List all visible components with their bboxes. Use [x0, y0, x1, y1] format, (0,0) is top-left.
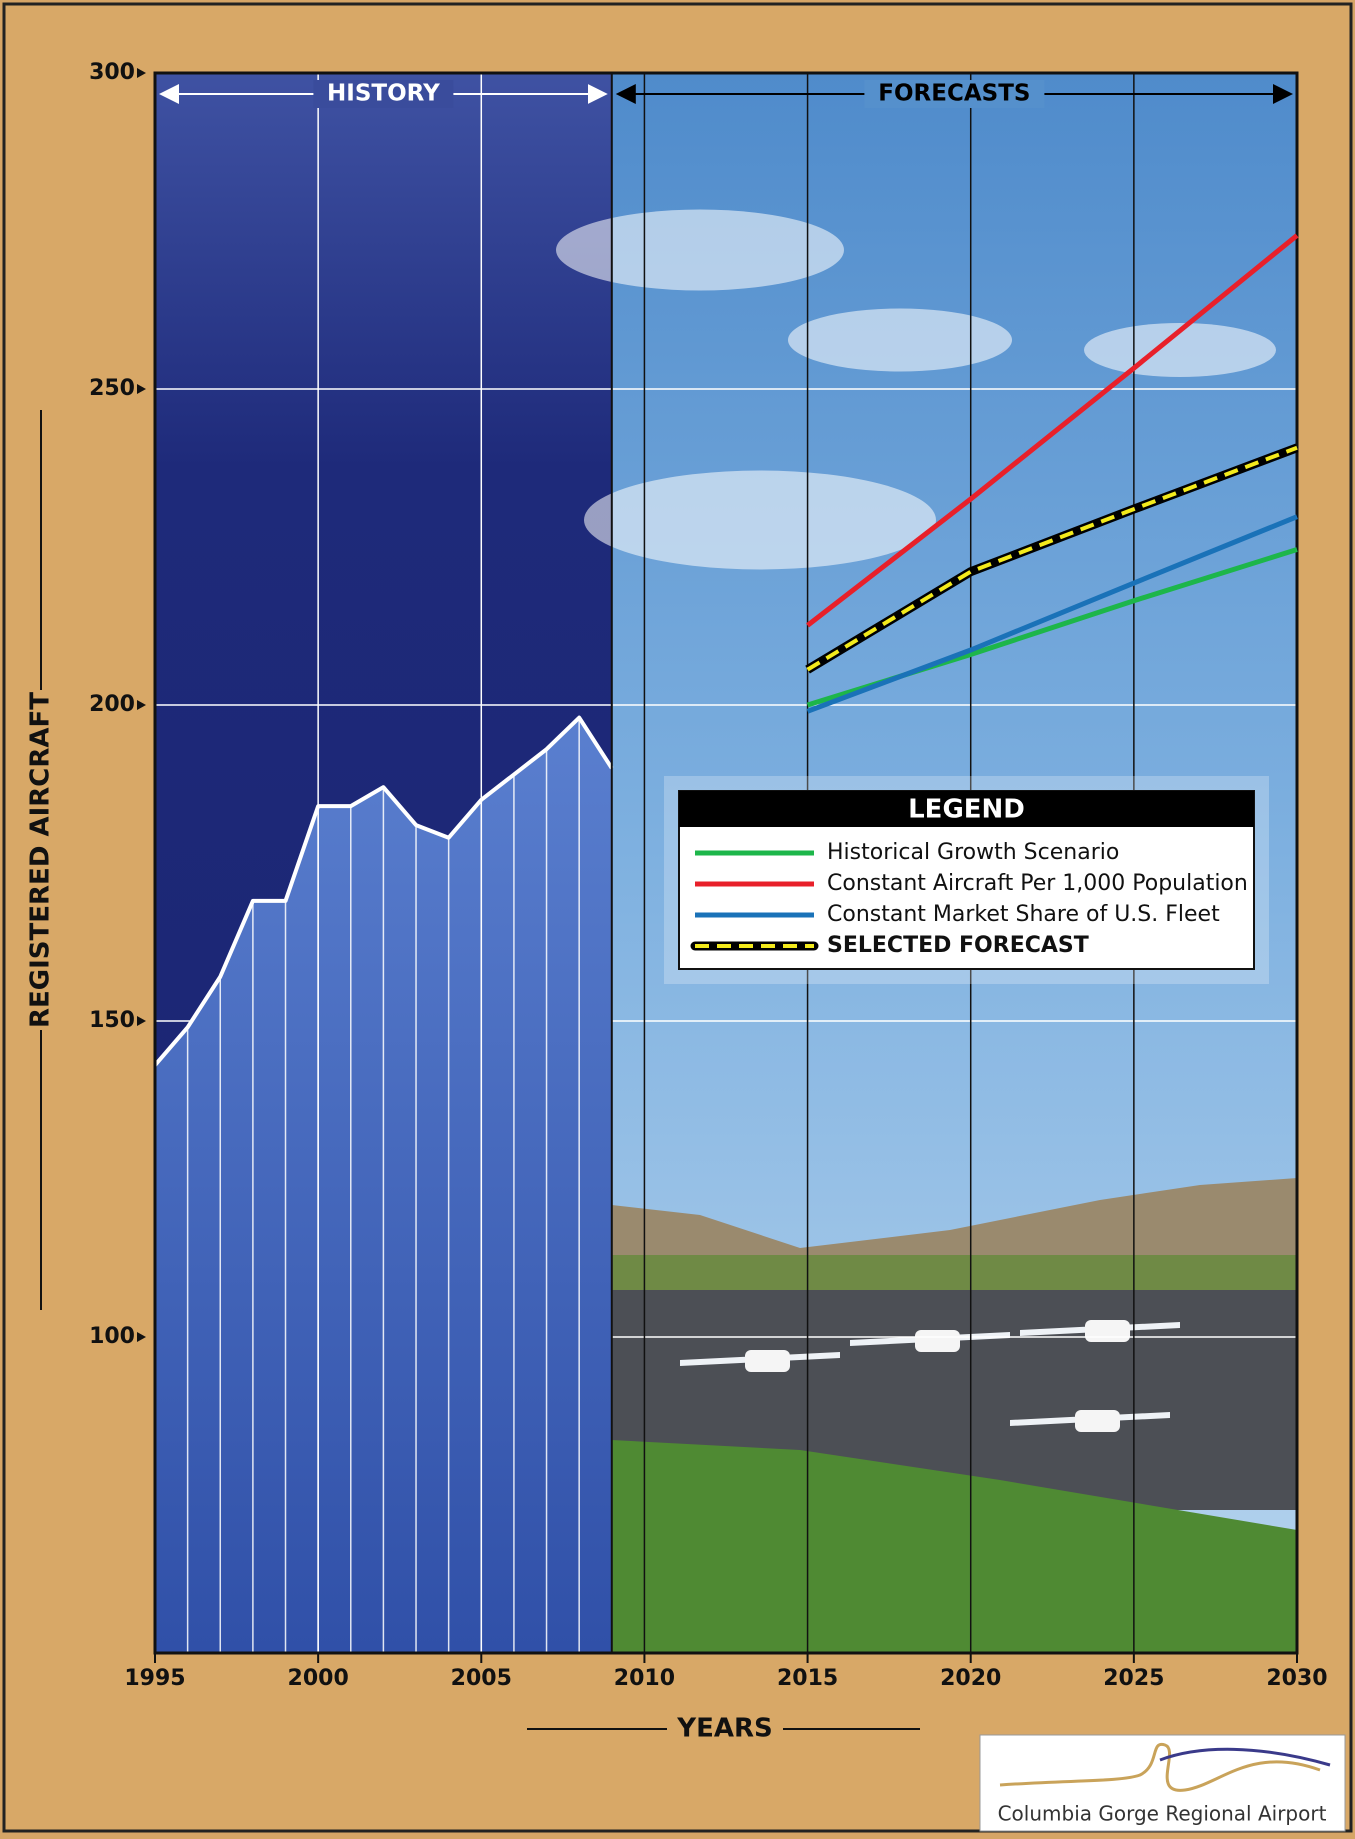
x-tick-label: 2010: [614, 1666, 675, 1691]
y-tick-arrow: [137, 700, 146, 710]
cloud: [1084, 323, 1276, 377]
y-tick-arrow: [137, 384, 146, 394]
airplane: [1075, 1410, 1120, 1432]
legend-header: [679, 791, 1254, 827]
cloud: [584, 470, 936, 570]
legend-label: Historical Growth Scenario: [827, 840, 1119, 865]
cloud: [556, 209, 844, 291]
y-tick-arrow: [137, 1016, 146, 1026]
y-tick-label: 150: [89, 1008, 135, 1033]
y-tick-label: 200: [89, 692, 135, 717]
x-tick-label: 2030: [1266, 1666, 1327, 1691]
forecast-label: FORECASTS: [878, 81, 1030, 107]
legend-label: SELECTED FORECAST: [827, 933, 1089, 958]
logo-mark: [1159, 1747, 1331, 1767]
legend-title: LEGEND: [908, 795, 1025, 825]
field: [611, 1255, 1297, 1295]
airplane: [1085, 1320, 1130, 1342]
cloud: [788, 308, 1012, 372]
x-tick-label: 2025: [1103, 1666, 1164, 1691]
label-bg: [313, 80, 454, 108]
plot-border: [153, 71, 1299, 1655]
y-tick-label: 250: [89, 376, 135, 401]
y-tick-label: 300: [89, 60, 135, 85]
legend-label: Constant Aircraft Per 1,000 Population: [827, 871, 1248, 896]
forecast-line: [806, 514, 1298, 714]
plot-layer: 100 150 200 250 300 1995 2000 2005 2010 2015 2020 2…: [89, 60, 1328, 1691]
y-axis-label: REGISTERED AIRCRAFT: [26, 692, 56, 1028]
x-tick-label: 2005: [451, 1666, 512, 1691]
airplane: [745, 1350, 790, 1372]
logo-text: Columbia Gorge Regional Airport: [998, 1802, 1327, 1826]
x-tick-label: 2020: [940, 1666, 1001, 1691]
x-tick-label: 2000: [288, 1666, 349, 1691]
y-tick-label: 100: [89, 1324, 135, 1349]
x-axis-label: YEARS: [676, 1714, 772, 1744]
logo-mark: [999, 1742, 1321, 1792]
x-tick-label: 2015: [777, 1666, 838, 1691]
legend-label: Constant Market Share of U.S. Fleet: [827, 902, 1220, 927]
grass: [611, 1440, 1297, 1653]
airplane: [915, 1330, 960, 1352]
history-line: [153, 715, 614, 1067]
hills: [611, 1178, 1297, 1270]
logo: Columbia Gorge Regional Airport: [979, 1734, 1346, 1832]
x-tick-label: 1995: [124, 1666, 185, 1691]
forecast-line: [806, 445, 1298, 672]
forecast-line: [806, 233, 1299, 628]
y-tick-arrow: [137, 1332, 146, 1342]
y-tick-arrow: [137, 68, 146, 78]
history-label: HISTORY: [327, 81, 440, 107]
label-bg: [864, 80, 1045, 108]
